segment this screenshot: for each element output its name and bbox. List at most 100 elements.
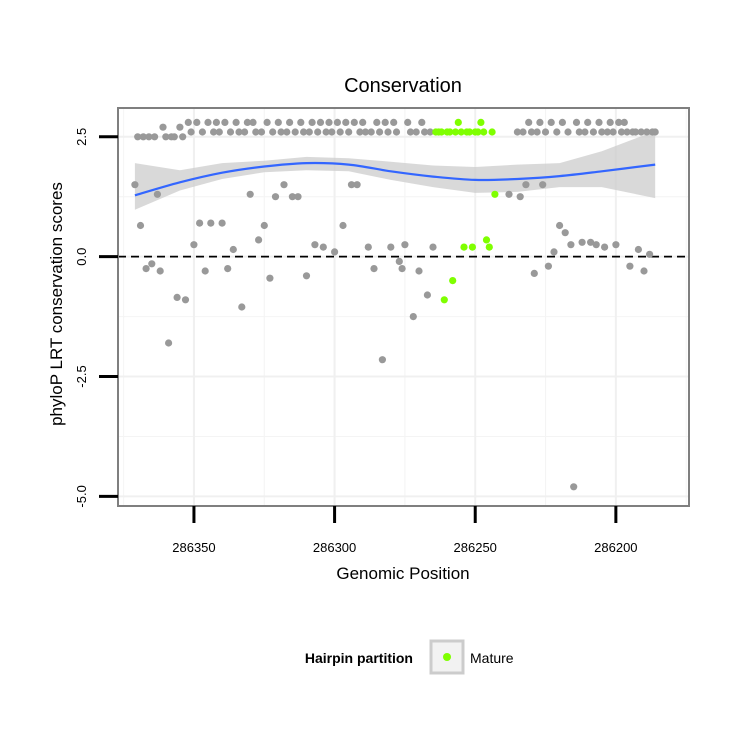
data-point bbox=[423, 291, 431, 299]
data-point bbox=[131, 181, 139, 189]
data-point bbox=[297, 118, 305, 126]
mature-point bbox=[491, 190, 499, 198]
data-point bbox=[229, 245, 237, 254]
data-point bbox=[181, 296, 190, 304]
data-point bbox=[578, 238, 586, 246]
data-points bbox=[131, 118, 659, 491]
mature-point bbox=[485, 243, 493, 251]
data-point bbox=[207, 219, 215, 227]
data-point bbox=[283, 128, 291, 136]
data-point bbox=[302, 272, 311, 280]
mature-point bbox=[454, 118, 462, 126]
data-point bbox=[176, 123, 184, 131]
data-point bbox=[603, 128, 612, 136]
data-point bbox=[519, 128, 527, 136]
data-point bbox=[429, 243, 437, 251]
data-point bbox=[162, 133, 170, 141]
data-point bbox=[215, 128, 223, 136]
data-point bbox=[632, 128, 640, 136]
data-point bbox=[637, 128, 645, 136]
data-point bbox=[235, 128, 243, 136]
y-tick-label: 2.5 bbox=[74, 128, 89, 146]
data-point bbox=[347, 181, 356, 189]
mature-point bbox=[437, 128, 446, 136]
data-point bbox=[311, 241, 319, 249]
mature-point bbox=[440, 296, 448, 304]
data-point bbox=[572, 118, 581, 126]
data-point bbox=[218, 219, 226, 227]
mature-point bbox=[449, 277, 457, 285]
mature-point bbox=[446, 128, 454, 136]
data-point bbox=[238, 303, 246, 311]
data-point bbox=[291, 128, 299, 136]
data-point bbox=[392, 128, 401, 136]
mature-point bbox=[482, 236, 491, 244]
data-point bbox=[376, 128, 384, 136]
smooth-trend-line bbox=[134, 161, 656, 197]
data-point bbox=[643, 128, 651, 136]
data-point bbox=[544, 262, 553, 270]
data-point bbox=[634, 245, 643, 254]
x-tick-label: 286200 bbox=[594, 540, 637, 555]
data-point bbox=[390, 118, 398, 126]
data-point bbox=[331, 248, 339, 256]
data-point bbox=[232, 118, 240, 126]
plot-panel-border bbox=[117, 107, 690, 507]
data-point bbox=[640, 267, 648, 275]
mature-point bbox=[451, 128, 460, 136]
data-point bbox=[612, 241, 620, 249]
data-point bbox=[316, 118, 325, 126]
data-point bbox=[145, 133, 153, 141]
data-point bbox=[617, 128, 626, 136]
data-point bbox=[356, 128, 364, 136]
data-point bbox=[547, 118, 555, 126]
data-point bbox=[541, 128, 550, 136]
data-point bbox=[646, 250, 654, 258]
data-point bbox=[527, 128, 536, 136]
data-point bbox=[345, 128, 353, 136]
data-point bbox=[249, 118, 257, 126]
data-point bbox=[159, 123, 167, 131]
data-point bbox=[187, 128, 195, 136]
data-point bbox=[224, 265, 232, 273]
data-point bbox=[342, 118, 350, 126]
data-point bbox=[266, 274, 274, 282]
data-point bbox=[370, 265, 378, 273]
data-point bbox=[314, 128, 322, 136]
data-point bbox=[589, 128, 598, 136]
data-point bbox=[525, 118, 533, 126]
data-point bbox=[173, 293, 181, 301]
data-point bbox=[308, 118, 316, 126]
data-point bbox=[601, 243, 609, 251]
data-point bbox=[263, 118, 271, 126]
data-point bbox=[415, 267, 423, 275]
data-point bbox=[533, 128, 541, 136]
confidence-band-layer bbox=[134, 131, 656, 210]
data-point bbox=[201, 267, 209, 275]
data-point bbox=[280, 181, 288, 189]
data-point bbox=[570, 483, 578, 491]
legend-title: Hairpin partition bbox=[305, 650, 413, 666]
data-point bbox=[271, 193, 280, 201]
data-point bbox=[412, 128, 420, 136]
data-point bbox=[361, 128, 370, 136]
legend: Hairpin partition Mature bbox=[305, 639, 514, 675]
data-point bbox=[210, 128, 218, 136]
data-point bbox=[286, 118, 294, 126]
x-axis-title: Genomic Position bbox=[336, 564, 469, 583]
data-point bbox=[550, 248, 558, 256]
data-point bbox=[564, 128, 572, 136]
data-point bbox=[418, 118, 426, 126]
mature-point bbox=[477, 118, 485, 126]
data-point bbox=[148, 260, 156, 268]
data-point bbox=[367, 128, 375, 136]
y-tick-label: -2.5 bbox=[74, 365, 89, 387]
data-point bbox=[398, 265, 406, 273]
data-point bbox=[184, 118, 192, 126]
data-point bbox=[587, 238, 595, 246]
mature-point bbox=[488, 128, 496, 136]
data-point bbox=[257, 128, 266, 136]
data-point bbox=[350, 118, 358, 126]
data-point bbox=[243, 118, 251, 126]
